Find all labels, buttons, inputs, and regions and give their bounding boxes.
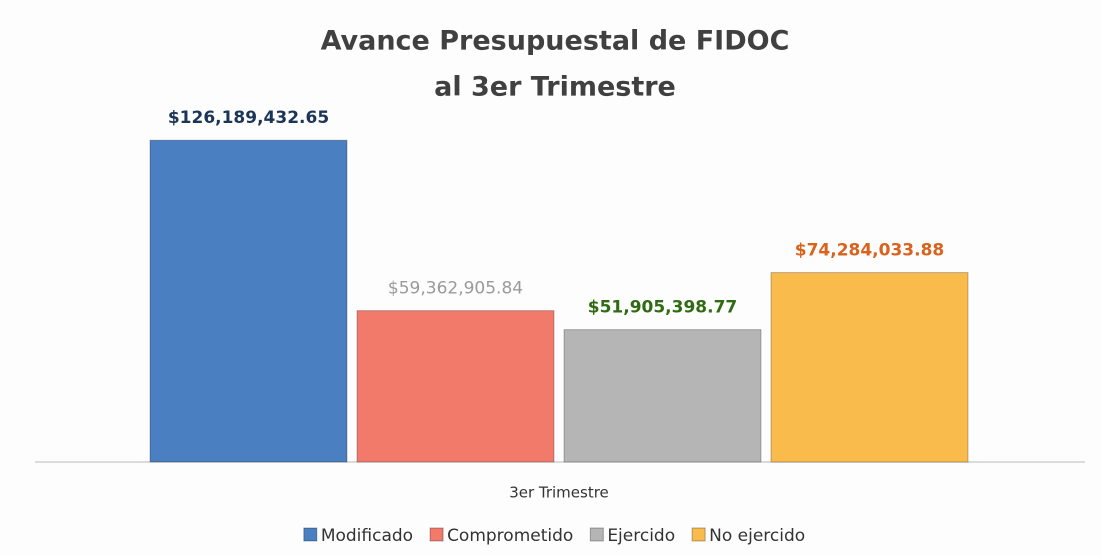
legend-swatch	[303, 527, 318, 542]
bar	[149, 139, 348, 463]
chart-title: Avance Presupuestal de FIDOC	[321, 26, 790, 57]
legend-label: Comprometido	[447, 526, 573, 546]
data-label: $59,362,905.84	[388, 279, 523, 299]
legend-swatch	[429, 527, 444, 542]
legend-label: No ejercido	[709, 526, 805, 546]
bar	[770, 272, 969, 463]
bar	[356, 310, 555, 463]
legend-swatch	[691, 527, 706, 542]
legend-label: Modificado	[321, 526, 413, 546]
x-tick-label: 3er Trimestre	[509, 484, 609, 502]
data-label: $51,905,398.77	[588, 298, 738, 318]
legend-swatch	[589, 527, 604, 542]
legend-label: Ejercido	[607, 526, 675, 546]
data-label: $74,284,033.88	[795, 241, 945, 261]
bar	[563, 329, 762, 463]
chart-title: al 3er Trimestre	[434, 72, 676, 103]
data-label: $126,189,432.65	[168, 108, 329, 128]
